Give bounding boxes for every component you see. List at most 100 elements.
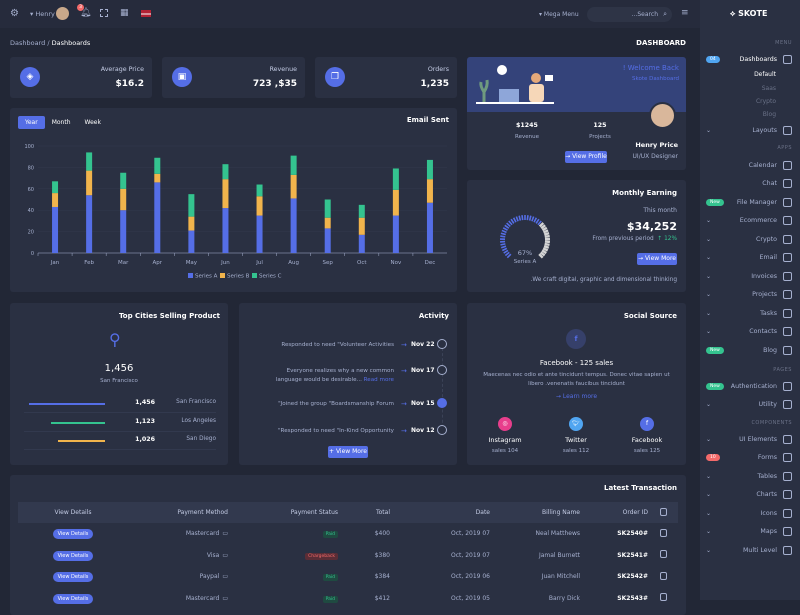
fullscreen-icon[interactable] <box>100 9 108 17</box>
mega-menu[interactable]: ▾ Mega Menu <box>539 11 579 18</box>
search-input[interactable]: ...Search ⌕ <box>587 7 672 22</box>
bar-series-c-sep[interactable] <box>325 200 331 218</box>
bar-series-b-apr[interactable] <box>154 174 160 183</box>
sidebar-item-contacts[interactable]: ⌄Contacts <box>702 325 792 339</box>
row-checkbox[interactable] <box>660 550 667 558</box>
bar-series-a-jan[interactable] <box>52 207 58 253</box>
bar-series-b-dec[interactable] <box>427 179 433 203</box>
tab-year[interactable]: Year <box>18 116 45 129</box>
tab-month[interactable]: Month <box>45 116 78 129</box>
bar-series-b-jun[interactable] <box>222 179 228 208</box>
twitter-icon[interactable]: 🐦︎ <box>569 417 583 431</box>
apps-grid-icon[interactable]: ▦ <box>120 8 129 18</box>
sidebar-sub-default[interactable]: Default <box>754 71 776 78</box>
bar-series-b-jul[interactable] <box>257 196 263 215</box>
bar-series-a-jun[interactable] <box>222 208 228 253</box>
bar-series-c-jul[interactable] <box>257 185 263 197</box>
sidebar-item-utility[interactable]: ⌄Utility <box>702 398 792 412</box>
row-checkbox[interactable] <box>660 529 667 537</box>
read-more-link[interactable]: Read more <box>364 377 394 383</box>
bar-series-b-mar[interactable] <box>120 189 126 210</box>
bar-series-c-oct[interactable] <box>359 205 365 218</box>
user-menu[interactable]: ▾ Henry <box>30 10 55 18</box>
bar-series-c-jan[interactable] <box>52 181 58 193</box>
activity-view-more-button[interactable]: + View More <box>328 446 368 458</box>
bar-series-a-apr[interactable] <box>154 182 160 253</box>
sidebar-item-multi-level[interactable]: ⌄Multi Level <box>702 543 792 557</box>
select-all-checkbox[interactable] <box>660 508 667 516</box>
view-profile-button[interactable]: → View Profile <box>565 151 607 163</box>
sidebar-item-crypto[interactable]: ⌄Crypto <box>702 232 792 246</box>
sidebar-item-invoices[interactable]: ⌄Invoices <box>702 269 792 283</box>
top-cities-title: Top Cities Selling Product <box>119 312 220 320</box>
sidebar-sub-saas[interactable]: Saas <box>762 85 776 92</box>
sidebar-item-email[interactable]: ⌄Email <box>702 251 792 265</box>
tab-week[interactable]: Week <box>78 116 108 129</box>
us-flag-icon[interactable] <box>141 10 151 17</box>
view-details-button[interactable]: View Details <box>53 529 94 539</box>
row-checkbox[interactable] <box>660 572 667 580</box>
row-checkbox[interactable] <box>660 593 667 601</box>
bar-series-c-apr[interactable] <box>154 158 160 174</box>
bar-series-b-nov[interactable] <box>393 190 399 216</box>
hamburger-menu-icon[interactable]: ≡ <box>681 8 689 18</box>
view-details-button[interactable]: View Details <box>53 551 94 561</box>
bar-series-c-aug[interactable] <box>291 156 297 175</box>
bar-series-c-feb[interactable] <box>86 152 92 170</box>
bar-series-a-dec[interactable] <box>427 203 433 253</box>
avatar[interactable] <box>56 7 69 20</box>
sidebar-item-dashboards[interactable]: 04 Dashboards <box>702 52 792 66</box>
bar-series-a-sep[interactable] <box>325 228 331 253</box>
sidebar-sub-blog[interactable]: Blog <box>763 111 776 118</box>
col-select-all[interactable] <box>648 502 678 523</box>
bar-series-b-jan[interactable] <box>52 193 58 207</box>
bar-series-a-feb[interactable] <box>86 195 92 253</box>
bar-series-c-dec[interactable] <box>427 160 433 179</box>
view-details-button[interactable]: View Details <box>53 572 94 582</box>
bar-series-a-aug[interactable] <box>291 198 297 253</box>
instagram-icon[interactable]: ◎ <box>498 417 512 431</box>
sidebar-item-layouts[interactable]: ⌄Layouts <box>702 123 792 137</box>
view-details-button[interactable]: View Details <box>53 594 94 604</box>
facebook-icon[interactable]: f <box>640 417 654 431</box>
legend-label[interactable]: Series C <box>259 274 282 280</box>
sidebar-item-charts[interactable]: ⌄Charts <box>702 488 792 502</box>
bar-series-a-mar[interactable] <box>120 210 126 253</box>
bar-series-c-mar[interactable] <box>120 173 126 189</box>
bar-series-b-may[interactable] <box>188 217 194 231</box>
breadcrumb-root[interactable]: Dashboard <box>10 39 45 47</box>
sidebar-item-chat[interactable]: Chat <box>702 177 792 191</box>
bar-series-c-jun[interactable] <box>222 164 228 179</box>
utility-icon <box>783 400 792 409</box>
settings-gear-icon[interactable]: ⚙ <box>10 8 19 19</box>
learn-more-link[interactable]: → Learn more <box>467 393 686 400</box>
sidebar-item-icons[interactable]: ⌄Icons <box>702 506 792 520</box>
sidebar-item-tables[interactable]: ⌄Tables <box>702 469 792 483</box>
bar-series-b-sep[interactable] <box>325 218 331 229</box>
bar-series-b-feb[interactable] <box>86 171 92 196</box>
sidebar-item-calendar[interactable]: Calendar <box>702 158 792 172</box>
logo[interactable]: ⟡ SKOTE <box>730 9 767 19</box>
legend-label[interactable]: Series B <box>227 274 250 280</box>
view-more-button[interactable]: → View More <box>637 253 677 265</box>
sidebar-item-maps[interactable]: ⌄Maps <box>702 525 792 539</box>
bar-series-c-nov[interactable] <box>393 168 399 189</box>
city-progress-bar <box>51 422 105 424</box>
sidebar-item-tasks[interactable]: ⌄Tasks <box>702 306 792 320</box>
sidebar-sub-crypto[interactable]: Crypto <box>756 98 776 105</box>
sidebar-item-ui-elements[interactable]: ⌄UI Elements <box>702 432 792 446</box>
sidebar-item-ecommerce[interactable]: ⌄Ecommerce <box>702 214 792 228</box>
bar-series-a-oct[interactable] <box>359 235 365 253</box>
bar-series-a-jul[interactable] <box>257 216 263 253</box>
bar-series-c-may[interactable] <box>188 194 194 216</box>
bar-series-a-nov[interactable] <box>393 216 399 253</box>
bar-series-a-may[interactable] <box>188 231 194 253</box>
legend-label[interactable]: Series A <box>195 274 218 280</box>
sidebar-item-projects[interactable]: ⌄Projects <box>702 288 792 302</box>
bar-series-b-aug[interactable] <box>291 175 297 199</box>
bar-series-b-oct[interactable] <box>359 218 365 235</box>
